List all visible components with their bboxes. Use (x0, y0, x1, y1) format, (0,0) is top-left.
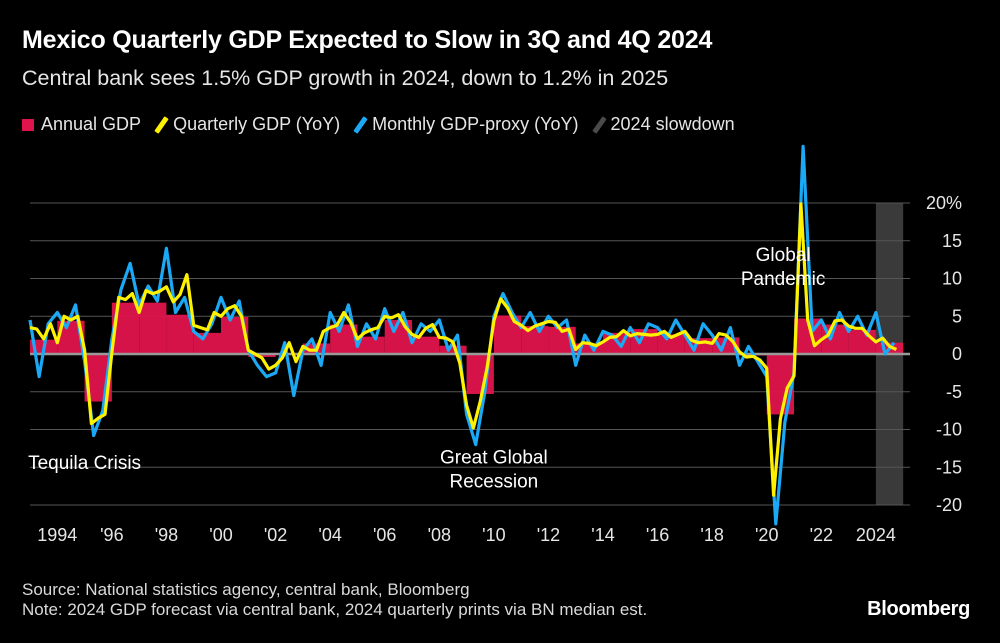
legend-label-monthly: Monthly GDP-proxy (YoY) (372, 114, 579, 134)
annotations-group: Tequila Crisis Great Global Recession Globa… (28, 245, 825, 492)
x-tick-label: '18 (700, 525, 723, 545)
x-tick-label: '06 (373, 525, 396, 545)
y-tick-label: 15 (942, 231, 962, 251)
annotation-label: Pandemic (741, 269, 826, 290)
y-tick-label: -20 (936, 495, 962, 515)
y-tick-label: 20% (926, 193, 962, 213)
x-tick-label: '08 (428, 525, 451, 545)
quarterly-series-group (29, 202, 898, 497)
x-tick-label: '04 (318, 525, 341, 545)
annual-bar (248, 354, 276, 358)
legend-item-monthly: Monthly GDP-proxy (YoY) (353, 114, 579, 135)
x-tick-labels-group: 1994 '96 '98 '00 '02 '04 '06 '08 '10 '12 '14 '16 '18… (37, 525, 896, 545)
x-tick-label: '20 (755, 525, 778, 545)
legend-swatch-annual (22, 118, 34, 131)
y-tick-label: -10 (936, 420, 962, 440)
x-tick-label: 2024 (856, 525, 896, 545)
x-tick-label: '10 (482, 525, 505, 545)
annual-bar (657, 334, 685, 354)
annual-bar (848, 329, 876, 354)
y-tick-labels-group: 20% 15 10 5 0 -5 -10 -15 -20 (926, 193, 962, 515)
legend-label-slowdown: 2024 slowdown (610, 114, 735, 134)
chart-title: Mexico Quarterly GDP Expected to Slow in… (22, 26, 713, 54)
bloomberg-logo: Bloomberg (867, 598, 970, 620)
legend-item-annual: Annual GDP (22, 114, 141, 135)
legend-label-quarterly: Quarterly GDP (YoY) (173, 114, 341, 134)
x-tick-label: 1994 (37, 525, 77, 545)
annual-bar (139, 302, 167, 354)
x-tick-label: '98 (155, 525, 178, 545)
y-tick-label: -15 (936, 457, 962, 477)
annual-bar (412, 336, 440, 354)
source-note: Source: National statistics agency, cent… (22, 580, 647, 620)
quarterly-gdp-line (29, 202, 898, 497)
y-tick-label: 5 (952, 306, 962, 326)
x-tick-label: '14 (591, 525, 614, 545)
legend-item-quarterly: Quarterly GDP (YoY) (154, 114, 341, 135)
annotation-label: Recession (450, 471, 539, 492)
y-tick-label: 10 (942, 269, 962, 289)
note-line: Note: 2024 GDP forecast via central bank… (22, 600, 648, 619)
annual-bar (575, 343, 604, 354)
annual-bar (357, 336, 385, 354)
annotation-label: Great Global (440, 447, 548, 468)
x-tick-label: '96 (100, 525, 123, 545)
legend-label-annual: Annual GDP (41, 114, 142, 134)
x-tick-label: '16 (646, 525, 669, 545)
x-tick-label: '00 (209, 525, 232, 545)
source-line: Source: National statistics agency, cent… (22, 580, 470, 599)
x-tick-label: '02 (264, 525, 287, 545)
x-tick-label: '12 (537, 525, 560, 545)
legend: Annual GDP Quarterly GDP (YoY) Monthly G… (22, 114, 749, 135)
annual-bar (166, 314, 194, 354)
legend-item-slowdown: 2024 slowdown (591, 114, 735, 135)
x-tick-label: '22 (810, 525, 833, 545)
y-tick-label: -5 (946, 382, 962, 402)
annotation-label: Global (756, 245, 811, 266)
annual-bar (439, 345, 467, 354)
y-tick-label: 0 (952, 344, 962, 364)
annotation-label: Tequila Crisis (28, 453, 141, 474)
chart-subtitle: Central bank sees 1.5% GDP growth in 202… (22, 66, 669, 90)
